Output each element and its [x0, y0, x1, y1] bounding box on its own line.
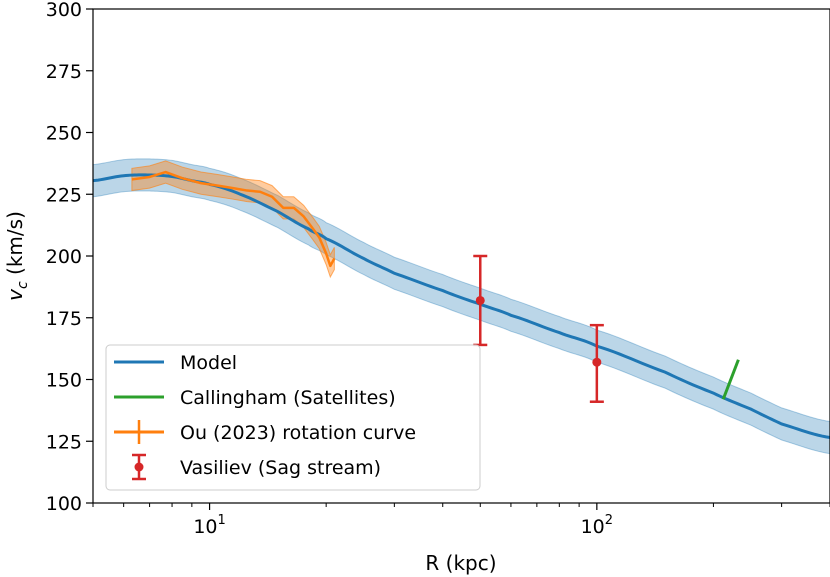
- y-tick-label: 300: [46, 0, 82, 21]
- vasiliev-marker: [475, 295, 485, 305]
- y-axis-label-symbol: v: [3, 288, 27, 301]
- legend-label: Model: [180, 352, 237, 374]
- legend-entries: Model Callingham (Satellites) Ou (2023) ro…: [114, 352, 416, 481]
- x-tick-label-exponent: 2: [605, 513, 613, 528]
- x-axis-label: R (kpc): [425, 551, 496, 575]
- y-tick-label: 225: [46, 184, 82, 206]
- x-tick-label-base: 10: [581, 516, 605, 538]
- y-tick-label: 100: [46, 493, 82, 515]
- plot-area: [93, 158, 830, 455]
- callingham-segment: [721, 359, 740, 400]
- legend-label: Callingham (Satellites): [180, 387, 396, 409]
- y-axis-label-subscript: c: [15, 281, 31, 289]
- legend-swatch-marker: [134, 462, 144, 472]
- vasiliev-point-2: [589, 323, 604, 403]
- x-tick-label-base: 10: [193, 516, 217, 538]
- y-tick-label: 250: [46, 123, 82, 145]
- legend-box: [105, 344, 481, 491]
- y-tick-label: 275: [46, 61, 82, 83]
- y-tick-label: 200: [46, 246, 82, 268]
- vasiliev-marker: [592, 357, 602, 367]
- ou-rotation-curve-line: [131, 170, 336, 268]
- y-tick-label: 125: [46, 431, 82, 453]
- legend: Model Callingham (Satellites) Ou (2023) ro…: [105, 344, 481, 491]
- legend-label: Vasiliev (Sag stream): [180, 457, 381, 479]
- legend-entry-1: Model: [114, 352, 237, 374]
- x-tick-label-exponent: 1: [218, 513, 226, 528]
- y-tick-label: 150: [46, 370, 82, 392]
- x-tick-label: 101: [193, 513, 225, 538]
- legend-entry-4: Vasiliev (Sag stream): [132, 453, 381, 481]
- x-axis: 101 102: [92, 503, 830, 538]
- x-tick-label: 102: [581, 513, 613, 538]
- y-tick-label: 175: [46, 308, 82, 330]
- legend-entry-3: Ou (2023) rotation curve: [114, 420, 416, 444]
- y-axis: 100 125 150 175 200 225 250 275 300: [46, 0, 93, 515]
- ou-rotation-curve-band: [131, 160, 335, 279]
- y-axis-label: vc (km/s): [3, 211, 31, 301]
- legend-entry-2: Callingham (Satellites): [114, 387, 396, 409]
- legend-label: Ou (2023) rotation curve: [180, 422, 416, 444]
- y-axis-label-unit: (km/s): [3, 211, 27, 281]
- model-uncertainty-band: [93, 158, 830, 455]
